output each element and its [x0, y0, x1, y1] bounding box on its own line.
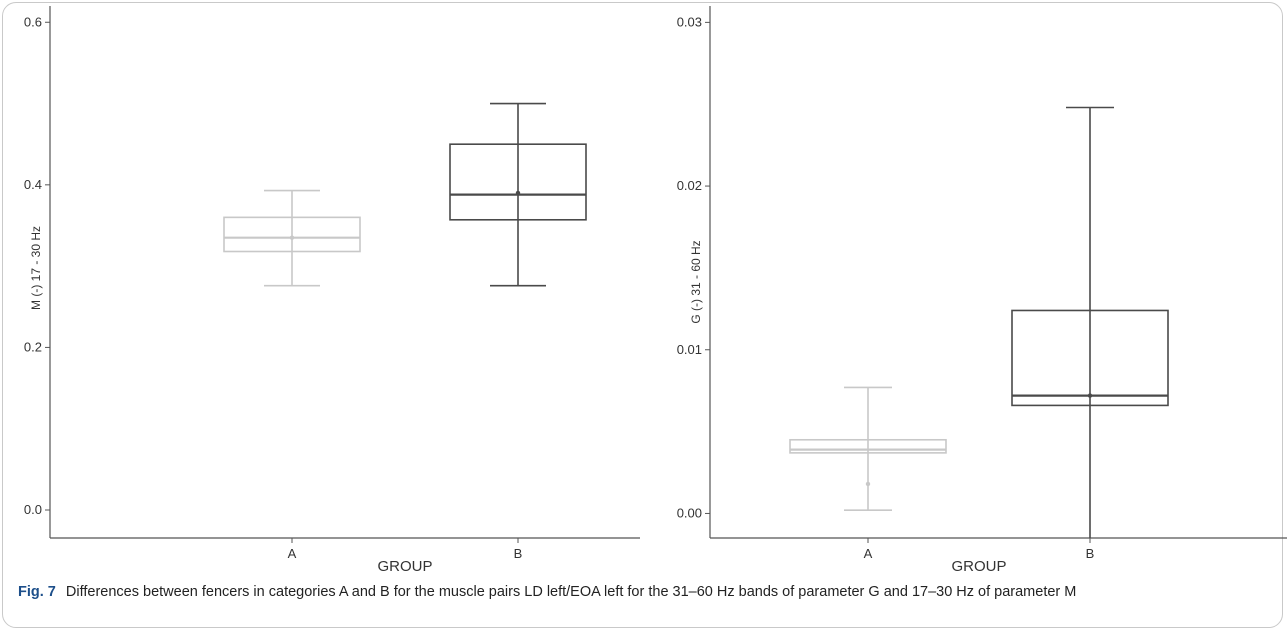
box-iqr — [1011, 309, 1169, 407]
x-tick-label: B — [514, 546, 523, 561]
x-tick-label: A — [864, 546, 873, 561]
y-tick-label: 0.6 — [24, 14, 42, 29]
y-tick-label: 0.02 — [677, 178, 702, 193]
x-axis-title: GROUP — [951, 558, 1006, 575]
box-iqr — [449, 143, 587, 221]
figure-caption: Fig. 7 Differences between fencers in ca… — [18, 581, 1268, 603]
mean-point — [515, 190, 521, 196]
caption-text: Differences between fencers in categorie… — [65, 584, 1077, 600]
y-tick-label: 0.00 — [677, 505, 702, 520]
x-tick-label: A — [288, 546, 297, 561]
y-axis-title: G (-) 31 - 60 Hz — [689, 240, 703, 323]
y-axis-title: M (-) 17 - 30 Hz — [29, 226, 43, 310]
y-tick-label: 0.0 — [24, 502, 42, 517]
x-tick-label: B — [1086, 546, 1095, 561]
y-tick-label: 0.2 — [24, 339, 42, 354]
caption-label: Fig. 7 — [18, 584, 56, 600]
y-tick-label: 0.4 — [24, 177, 42, 192]
y-tick-label: 0.03 — [677, 14, 702, 29]
y-tick-label: 0.01 — [677, 342, 702, 357]
boxplot-m-17-30hz: 0.0 0.2 0.4 0.6 A B GROUP M (-) 17 - 30 Hz — [24, 6, 640, 575]
boxplot-g-31-60hz: 0.00 0.01 0.02 0.03 A B GROUP G (-) 31 - 60 Hz — [677, 6, 1287, 575]
box-iqr — [223, 216, 361, 253]
mean-point — [289, 235, 295, 240]
box-iqr — [789, 438, 947, 454]
mean-point — [865, 481, 871, 487]
mean-point — [1087, 393, 1093, 398]
x-axis-title: GROUP — [377, 558, 432, 575]
